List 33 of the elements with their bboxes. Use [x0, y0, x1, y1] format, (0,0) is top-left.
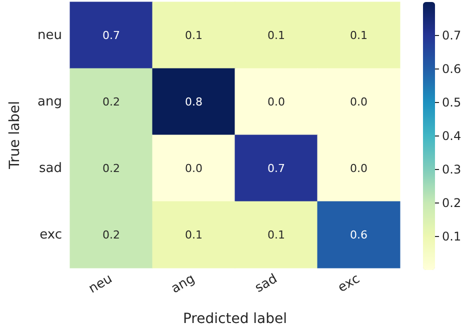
color-bar-label: 0.7 — [442, 28, 462, 42]
data-label: 0.6 — [350, 228, 368, 242]
y-tick-label: sad — [39, 160, 62, 176]
data-label: 0.1 — [268, 228, 285, 242]
color-bar-label: 0.4 — [442, 129, 462, 143]
color-bar-label: 0.6 — [442, 62, 462, 76]
data-label: 0.0 — [268, 95, 285, 108]
color-bar-label: 0.3 — [442, 162, 462, 176]
data-label: 0.1 — [185, 228, 202, 242]
y-axis-title: True label — [7, 100, 23, 170]
color-bar-label: 0.2 — [442, 196, 462, 210]
color-bar-label: 0.1 — [442, 230, 462, 244]
data-label: 0.0 — [185, 162, 202, 175]
data-label: 0.0 — [350, 95, 368, 108]
data-label: 0.2 — [102, 162, 120, 175]
data-label: 0.7 — [268, 162, 285, 175]
data-label: 0.0 — [350, 162, 368, 175]
data-label: 0.2 — [102, 95, 120, 108]
y-tick-label: ang — [38, 94, 62, 110]
data-label: 0.2 — [102, 228, 120, 242]
x-tick-label: ang — [168, 272, 198, 297]
color-bar-label: 0.5 — [442, 96, 462, 110]
data-label: 0.1 — [350, 28, 368, 42]
data-label: 0.8 — [185, 95, 202, 108]
data-label: 0.1 — [185, 28, 202, 42]
x-tick-label: sad — [252, 272, 280, 296]
data-label: 0.1 — [268, 28, 285, 42]
x-tick-label: exc — [336, 272, 362, 296]
x-tick-label: neu — [86, 272, 115, 297]
data-label: 0.7 — [102, 28, 120, 42]
y-tick-label: exc — [40, 227, 62, 242]
x-axis-title: Predicted label — [182, 311, 288, 327]
y-tick-label: neu — [38, 28, 62, 43]
